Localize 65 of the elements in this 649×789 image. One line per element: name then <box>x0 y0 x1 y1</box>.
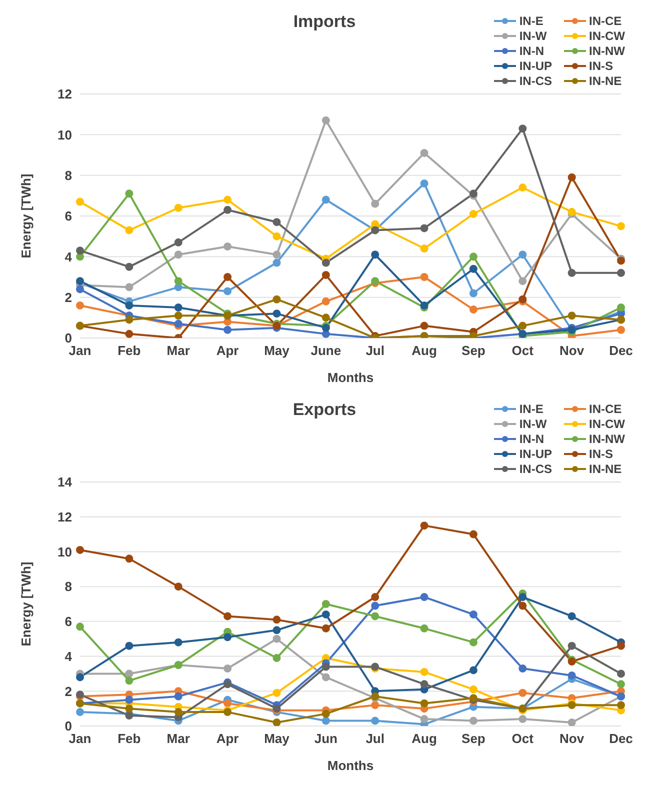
y-axis-title: Energy [TWh] <box>18 562 34 646</box>
y-tick-label: 8 <box>64 579 72 594</box>
x-tick-label: June <box>310 343 342 358</box>
x-tick-label: Aug <box>412 343 437 358</box>
legend-label: IN-CS <box>519 462 552 476</box>
x-tick-label: May <box>264 731 290 746</box>
legend-label: IN-NW <box>589 432 625 446</box>
y-tick-label: 0 <box>64 330 72 346</box>
legend-label: IN-E <box>519 402 544 416</box>
legend-label: IN-S <box>589 447 613 461</box>
legend-label: IN-NE <box>589 74 622 88</box>
y-tick-label: 2 <box>64 290 72 305</box>
x-tick-label: Mar <box>166 731 190 746</box>
y-tick-label: 14 <box>58 474 73 490</box>
legend-label: IN-W <box>519 417 547 431</box>
legend-label: IN-CW <box>589 417 625 431</box>
legend-label: IN-W <box>519 29 547 43</box>
x-tick-label: Feb <box>118 731 141 746</box>
legend-label: IN-S <box>589 59 613 73</box>
x-tick-label: Aug <box>412 731 437 746</box>
legend-label: IN-CW <box>589 29 625 43</box>
y-axis-title: Energy [TWh] <box>18 174 34 258</box>
x-tick-label: Dec <box>609 343 633 358</box>
legend-label: IN-UP <box>519 447 552 461</box>
x-tick-label: Jan <box>68 731 92 746</box>
x-tick-label: Oct <box>512 731 534 746</box>
x-tick-label: Oct <box>512 343 534 358</box>
y-tick-label: 8 <box>64 168 72 183</box>
y-tick-label: 12 <box>58 509 72 524</box>
chart-title: Imports <box>293 12 356 31</box>
legend-label: IN-NE <box>589 462 622 476</box>
x-tick-label: Nov <box>560 343 585 358</box>
x-tick-label: May <box>264 343 290 358</box>
x-tick-label: Jul <box>366 343 384 358</box>
x-tick-label: Nov <box>560 731 585 746</box>
x-tick-label: Apr <box>216 731 239 746</box>
y-tick-label: 10 <box>58 544 72 560</box>
y-tick-label: 6 <box>64 208 72 224</box>
legend-label: IN-N <box>519 44 544 58</box>
x-tick-label: Dec <box>609 731 633 746</box>
legend-label: IN-CS <box>519 74 552 88</box>
y-tick-label: 2 <box>64 684 72 699</box>
x-tick-label: Sep <box>462 343 486 358</box>
y-tick-label: 10 <box>58 127 72 142</box>
legend-label: IN-N <box>519 432 544 446</box>
x-tick-label: Jul <box>366 731 384 746</box>
x-tick-label: Jan <box>68 343 92 358</box>
legend-label: IN-UP <box>519 59 552 73</box>
y-tick-label: 0 <box>64 718 72 734</box>
legend-label: IN-CE <box>589 14 622 28</box>
x-axis-title: Months <box>327 370 374 385</box>
legend-label: IN-NW <box>589 44 625 58</box>
legend-label: IN-E <box>519 14 544 28</box>
x-tick-label: Mar <box>166 343 190 358</box>
x-axis-title: Months <box>327 758 374 773</box>
legend-label: IN-CE <box>589 402 622 416</box>
x-tick-label: Apr <box>216 343 239 358</box>
x-tick-label: Sep <box>462 731 486 746</box>
x-tick-label: Feb <box>118 343 141 358</box>
y-tick-label: 4 <box>64 648 73 664</box>
y-tick-label: 4 <box>64 249 73 264</box>
chart-title: Exports <box>292 400 356 419</box>
y-tick-label: 6 <box>64 614 72 630</box>
x-tick-label: Jun <box>314 731 338 746</box>
y-tick-label: 12 <box>58 86 72 102</box>
